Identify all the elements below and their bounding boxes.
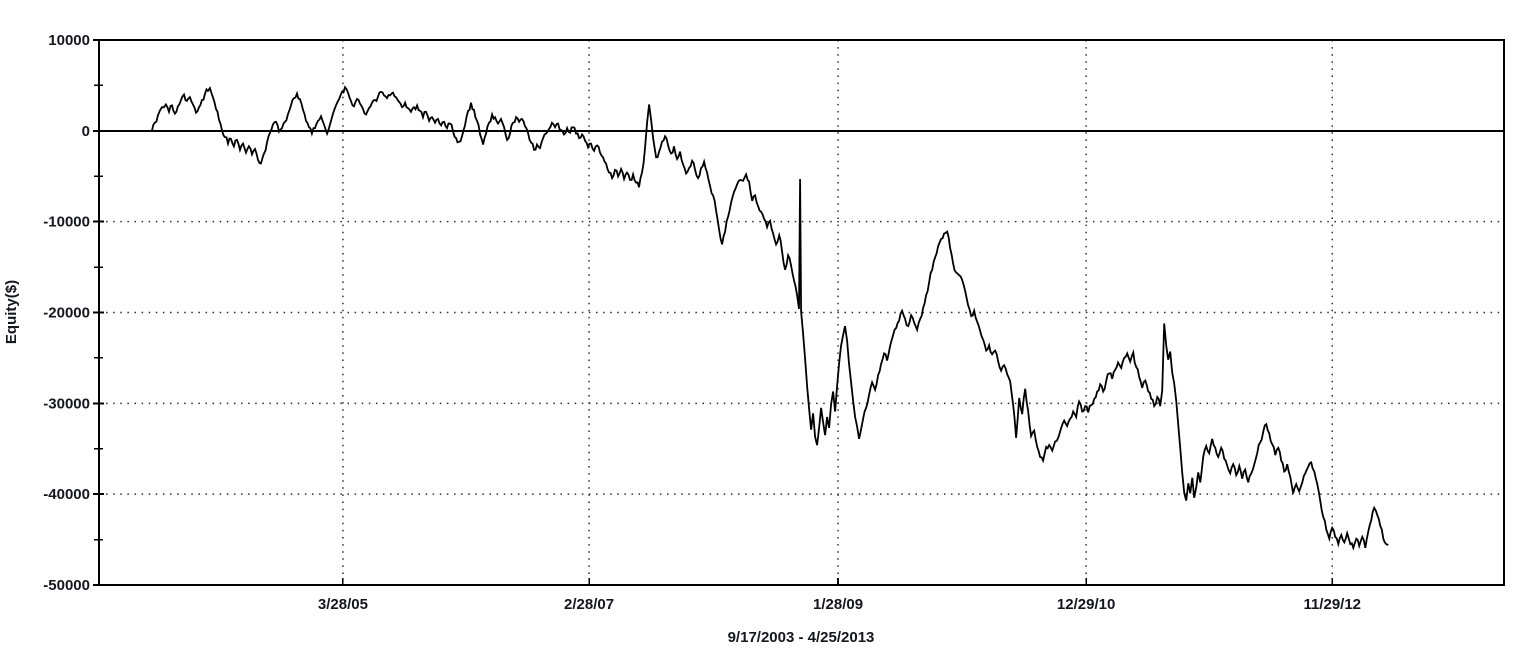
x-axis-tick-label: 12/29/10 <box>1057 596 1115 613</box>
y-axis-title: Equity($) <box>3 280 20 344</box>
equity-line-series <box>151 85 1389 551</box>
axis-ticks <box>93 39 1334 586</box>
y-axis-tick-label: 10000 <box>48 32 90 49</box>
x-axis-tick-label: 3/28/05 <box>318 596 368 613</box>
y-axis-tick-label: 0 <box>82 123 90 140</box>
equity-curve-path <box>151 85 1389 551</box>
x-axis-tick-label: 1/28/09 <box>813 596 863 613</box>
x-axis-tick-label: 2/28/07 <box>564 596 614 613</box>
y-axis-tick-label: -30000 <box>43 395 90 412</box>
x-axis-tick-label: 11/29/12 <box>1303 596 1361 613</box>
x-axis-caption: 9/17/2003 - 4/25/2013 <box>728 629 875 646</box>
y-axis-tick-label: -20000 <box>43 305 90 322</box>
y-axis-tick-label: -10000 <box>43 214 90 231</box>
axis-tick-labels: 10000 0 -10000 -20000 -30000 -40000 -50000 3/28… <box>43 32 1361 613</box>
y-axis-tick-label: -50000 <box>43 577 90 594</box>
y-axis-tick-label: -40000 <box>43 486 90 503</box>
